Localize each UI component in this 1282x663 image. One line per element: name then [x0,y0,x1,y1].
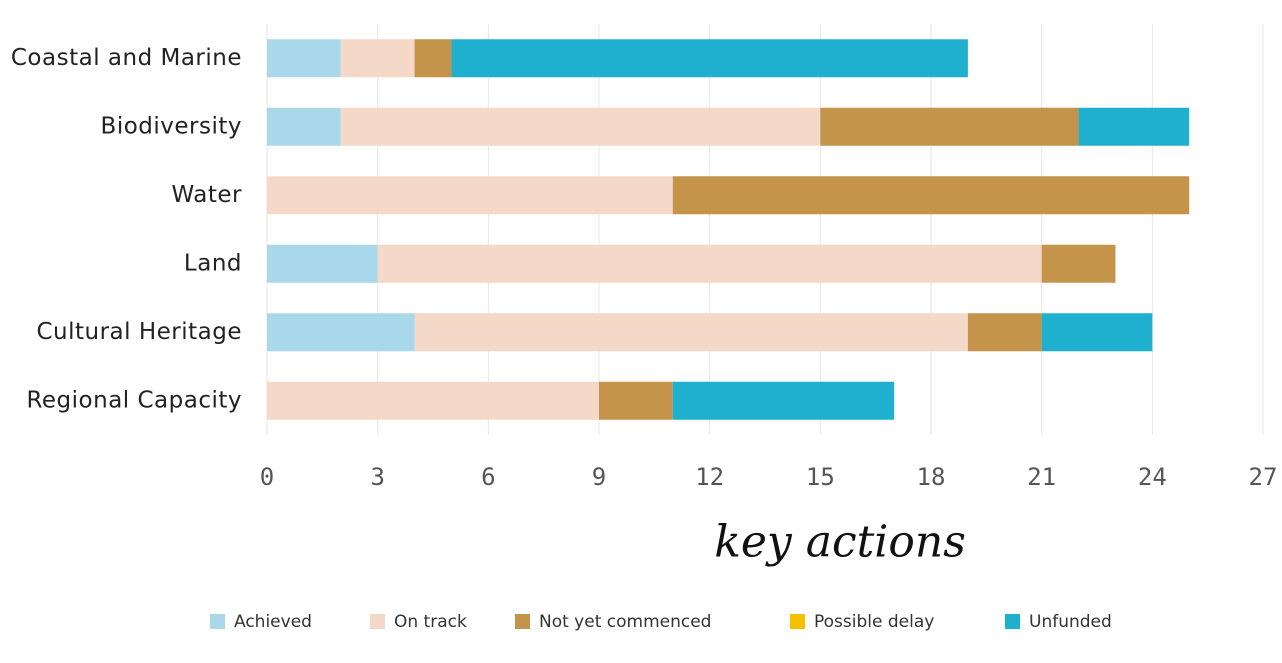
x-axis-label: key actions [714,517,966,568]
bar-segment [672,176,1190,215]
legend-label: On track [394,612,467,632]
bar-segment [377,244,1042,283]
x-tick-label: 21 [1027,463,1056,491]
legend-label: Unfunded [1029,612,1112,632]
bar-segment [672,381,895,420]
y-tick-label: Land [184,250,242,276]
legend-label: Achieved [234,612,312,632]
bar-segment [267,313,415,352]
bar-segment [1078,107,1190,146]
bar-segment [267,39,341,78]
x-tick-label: 0 [260,463,274,491]
x-tick-label: 24 [1138,463,1167,491]
y-tick-label: Water [172,182,243,208]
legend-swatch [210,614,225,629]
bar-segment [340,107,821,146]
x-tick-label: 15 [806,463,835,491]
y-tick-label: Biodiversity [101,113,242,139]
bar-segment [340,39,415,78]
bar-segment [414,39,452,78]
legend-label: Not yet commenced [539,612,711,632]
x-tick-label: 3 [370,463,384,491]
y-tick-label: Cultural Heritage [36,319,242,345]
bar-segment [820,107,1079,146]
legend-swatch [1005,614,1020,629]
bar-segment [451,39,968,78]
bar-segment [1041,244,1116,283]
legend-swatch [370,614,385,629]
bar-segment [414,313,968,352]
bar-segment [967,313,1042,352]
x-tick-label: 18 [917,463,946,491]
x-tick-label: 9 [592,463,606,491]
legend-swatch [790,614,805,629]
bar-segment [599,381,673,420]
x-tick-label: 6 [481,463,495,491]
y-tick-label: Coastal and Marine [11,45,242,71]
x-tick-label: 27 [1249,463,1278,491]
y-tick-label: Regional Capacity [26,387,242,413]
bar-segment [1041,313,1153,352]
x-tick-label: 12 [695,463,724,491]
bar-segment [267,107,341,146]
bar-segment [267,381,599,420]
legend-swatch [515,614,530,629]
bar-segment [267,244,378,283]
legend-label: Possible delay [814,612,934,632]
bar-segment [267,176,673,215]
